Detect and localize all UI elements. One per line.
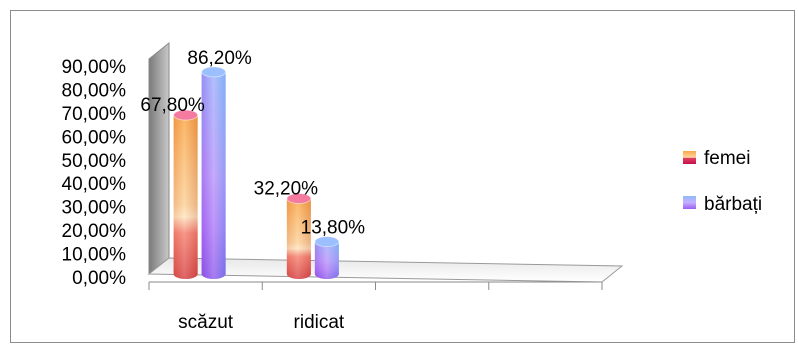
- legend-swatch-barbati: [683, 196, 696, 209]
- legend-label-femei: femei: [704, 148, 750, 169]
- x-axis-ticks: [148, 282, 603, 290]
- bars-group: [173, 66, 340, 280]
- bar-cap-femei-scăzut: [173, 109, 199, 121]
- y-tick-label: 80,00%: [62, 80, 127, 101]
- chart-frame: [10, 10, 795, 343]
- y-axis-tick-labels: 0,00%10,00% 20,00%30,00% 40,00%50,00% 60,00…: [62, 57, 127, 289]
- y-tick-label: 20,00%: [62, 221, 127, 242]
- chart-floor: [147, 257, 624, 283]
- bar-sheen-femei-ridicat: [286, 198, 311, 279]
- data-label-femei-ridicat: 32,20%: [254, 179, 319, 200]
- legend-swatch-femei: [683, 151, 696, 164]
- bar-sheen-femei-scăzut: [173, 115, 198, 280]
- bar-sheen-bărbați-scăzut: [201, 71, 226, 279]
- y-tick-label: 30,00%: [62, 198, 127, 219]
- category-label: scăzut: [178, 312, 234, 333]
- data-labels-group: 67,80% 86,20% 32,20% 13,80%: [140, 48, 365, 239]
- bar-cap-femei-ridicat: [286, 193, 312, 204]
- category-labels-group: scăzut ridicat: [178, 312, 345, 333]
- y-tick-label: 60,00%: [62, 127, 127, 148]
- data-label-bărbați-scăzut: 86,20%: [187, 48, 252, 69]
- chart-back-wall: [148, 41, 170, 276]
- data-label-bărbați-ridicat: 13,80%: [301, 218, 366, 239]
- y-tick-label: 90,00%: [62, 57, 127, 78]
- y-tick-label: 0,00%: [72, 268, 126, 289]
- category-label: ridicat: [294, 312, 345, 333]
- y-tick-label: 50,00%: [62, 151, 127, 172]
- bar-cap-bărbați-scăzut: [201, 66, 227, 78]
- y-tick-label: 70,00%: [62, 104, 127, 125]
- data-label-femei-scăzut: 67,80%: [140, 95, 205, 116]
- bar-sheen-bărbați-ridicat: [314, 241, 339, 279]
- y-tick-label: 10,00%: [62, 245, 127, 266]
- legend: femei bărbați: [683, 148, 762, 215]
- bar-cap-bărbați-ridicat: [314, 236, 340, 248]
- legend-label-barbati: bărbați: [704, 194, 762, 215]
- y-tick-label: 40,00%: [62, 174, 127, 195]
